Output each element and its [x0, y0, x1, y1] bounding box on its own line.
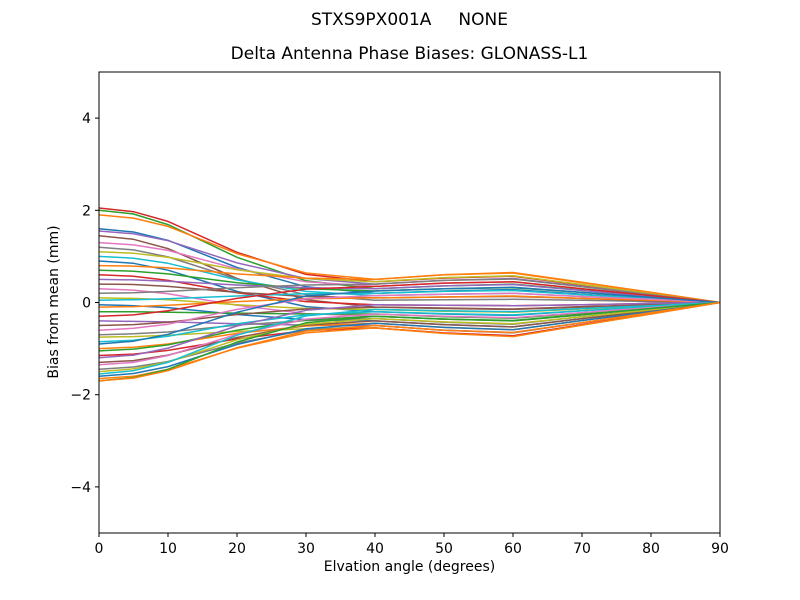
- x-axis-tick-label: 70: [573, 541, 591, 557]
- series-line: [98, 278, 721, 304]
- series-line: [98, 301, 721, 373]
- x-axis-tick-label: 10: [159, 541, 177, 557]
- series-line: [98, 301, 721, 366]
- series-line: [98, 301, 721, 327]
- y-axis-tick-label: −4: [70, 480, 91, 496]
- figure-title: STXS9PX001A NONE: [311, 10, 508, 30]
- x-axis-tick-label: 0: [95, 541, 104, 557]
- series-line: [98, 301, 721, 382]
- series-line: [98, 278, 721, 304]
- x-axis-tick-label: 50: [435, 541, 453, 557]
- series-line: [98, 246, 721, 304]
- x-axis-tick-label: 30: [297, 541, 315, 557]
- x-axis-tick-label: 40: [366, 541, 384, 557]
- series-line: [98, 301, 721, 359]
- series-line: [98, 264, 721, 304]
- series-line: [98, 251, 721, 304]
- series-line: [98, 301, 721, 382]
- series-line: [98, 301, 721, 343]
- series-line: [98, 286, 721, 345]
- x-axis-tick-label: 20: [228, 541, 246, 557]
- series-line: [98, 301, 721, 375]
- axes-title: Delta Antenna Phase Biases: GLONASS-L1: [230, 44, 589, 64]
- y-axis-tick-label: 4: [82, 111, 91, 127]
- y-axis-tick-label: −2: [70, 388, 91, 404]
- x-axis-tick-label: 90: [711, 541, 729, 557]
- y-axis-tick-label: 0: [82, 296, 91, 312]
- x-axis-label: Elvation angle (degrees): [323, 559, 496, 575]
- x-axis-tick-label: 80: [642, 541, 660, 557]
- series-line: [98, 301, 721, 364]
- series-line: [98, 301, 721, 378]
- y-axis-label: Bias from mean (mm): [46, 225, 62, 379]
- series-line: [98, 281, 721, 318]
- series-line: [98, 289, 721, 304]
- x-axis-tick-label: 60: [504, 541, 522, 557]
- series-line: [98, 295, 721, 308]
- y-axis-tick-label: 2: [82, 203, 91, 219]
- axes-spines: [98, 71, 721, 534]
- series-line: [98, 292, 721, 331]
